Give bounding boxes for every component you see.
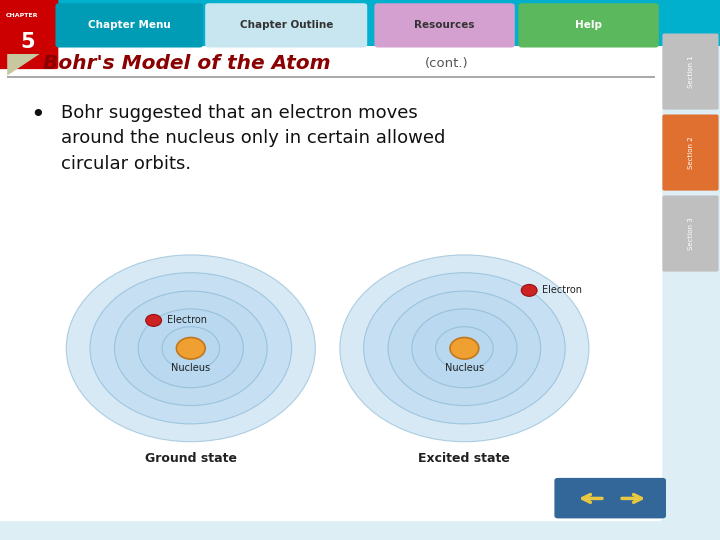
Circle shape xyxy=(138,309,243,388)
Circle shape xyxy=(145,314,161,326)
Circle shape xyxy=(521,285,537,296)
Bar xyxy=(0,0,720,46)
Circle shape xyxy=(450,338,479,359)
Bar xyxy=(7,76,655,78)
Text: Resources: Resources xyxy=(414,21,475,30)
Circle shape xyxy=(176,338,205,359)
FancyBboxPatch shape xyxy=(662,33,719,110)
FancyArrowPatch shape xyxy=(582,495,602,502)
Text: Ground state: Ground state xyxy=(145,453,237,465)
Circle shape xyxy=(162,327,220,370)
FancyBboxPatch shape xyxy=(662,114,719,191)
Text: Nucleus: Nucleus xyxy=(171,363,210,374)
Text: Bohr's Model of the Atom: Bohr's Model of the Atom xyxy=(43,54,330,73)
Text: (cont.): (cont.) xyxy=(425,57,469,70)
Text: Chapter Outline: Chapter Outline xyxy=(240,21,333,30)
Circle shape xyxy=(90,273,292,424)
Circle shape xyxy=(114,291,267,406)
Text: Chapter Menu: Chapter Menu xyxy=(88,21,171,30)
Text: Excited state: Excited state xyxy=(418,453,510,465)
Text: Nucleus: Nucleus xyxy=(445,363,484,374)
Circle shape xyxy=(388,291,541,406)
FancyBboxPatch shape xyxy=(662,195,719,272)
Text: CHAPTER: CHAPTER xyxy=(6,12,38,18)
FancyBboxPatch shape xyxy=(374,3,515,48)
Circle shape xyxy=(66,255,315,442)
Text: Bohr suggested that an electron moves
around the nucleus only in certain allowed: Bohr suggested that an electron moves ar… xyxy=(61,104,446,173)
Text: 5: 5 xyxy=(20,32,35,52)
Text: Section 3: Section 3 xyxy=(688,218,694,250)
Circle shape xyxy=(436,327,493,370)
FancyBboxPatch shape xyxy=(0,0,58,69)
Text: Section 1: Section 1 xyxy=(688,56,694,88)
Text: •: • xyxy=(30,103,45,126)
FancyBboxPatch shape xyxy=(0,32,662,521)
FancyBboxPatch shape xyxy=(205,3,367,48)
Text: Electron: Electron xyxy=(542,285,582,295)
Text: Section 2: Section 2 xyxy=(688,137,694,169)
Circle shape xyxy=(340,255,589,442)
FancyArrowPatch shape xyxy=(622,495,642,502)
FancyBboxPatch shape xyxy=(554,478,666,518)
FancyBboxPatch shape xyxy=(518,3,659,48)
Text: Help: Help xyxy=(575,21,602,30)
Circle shape xyxy=(364,273,565,424)
Polygon shape xyxy=(7,54,40,76)
Text: Electron: Electron xyxy=(166,315,207,326)
FancyBboxPatch shape xyxy=(55,3,203,48)
Circle shape xyxy=(412,309,517,388)
